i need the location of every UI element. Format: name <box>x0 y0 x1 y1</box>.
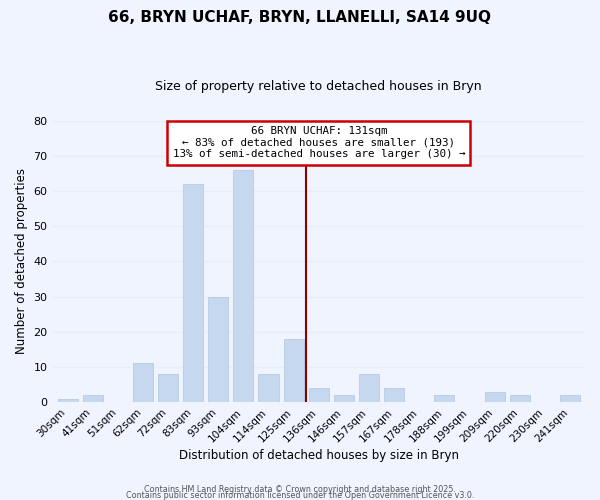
Bar <box>133 364 153 402</box>
Bar <box>58 398 77 402</box>
Text: 66 BRYN UCHAF: 131sqm
← 83% of detached houses are smaller (193)
13% of semi-det: 66 BRYN UCHAF: 131sqm ← 83% of detached … <box>173 126 465 160</box>
Bar <box>309 388 329 402</box>
Text: Contains HM Land Registry data © Crown copyright and database right 2025.: Contains HM Land Registry data © Crown c… <box>144 484 456 494</box>
Bar <box>208 296 229 402</box>
Bar <box>384 388 404 402</box>
Bar <box>158 374 178 402</box>
Bar <box>359 374 379 402</box>
Bar <box>485 392 505 402</box>
Title: Size of property relative to detached houses in Bryn: Size of property relative to detached ho… <box>155 80 482 93</box>
Bar <box>560 395 580 402</box>
Bar <box>183 184 203 402</box>
Bar <box>284 339 304 402</box>
Text: Contains public sector information licensed under the Open Government Licence v3: Contains public sector information licen… <box>126 490 474 500</box>
Bar <box>334 395 354 402</box>
Bar <box>259 374 278 402</box>
Bar <box>509 395 530 402</box>
Bar <box>434 395 454 402</box>
Text: 66, BRYN UCHAF, BRYN, LLANELLI, SA14 9UQ: 66, BRYN UCHAF, BRYN, LLANELLI, SA14 9UQ <box>109 10 491 25</box>
X-axis label: Distribution of detached houses by size in Bryn: Distribution of detached houses by size … <box>179 450 459 462</box>
Bar <box>233 170 253 402</box>
Bar <box>83 395 103 402</box>
Y-axis label: Number of detached properties: Number of detached properties <box>15 168 28 354</box>
